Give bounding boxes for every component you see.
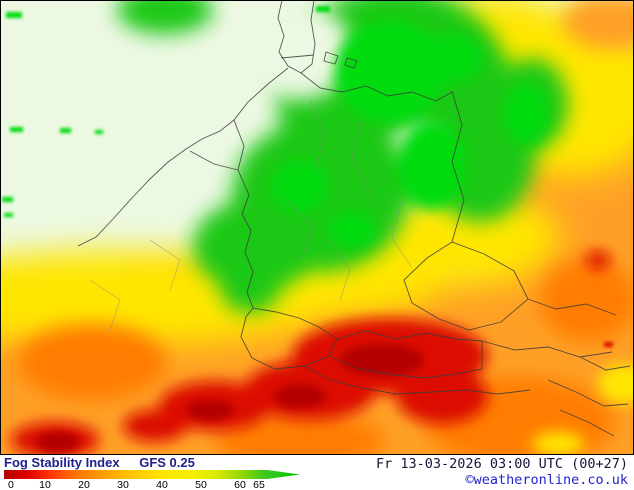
tick-label-50: 50 [195, 479, 207, 490]
legend-title-row: Fog Stability Index GFS 0.25 [4, 456, 304, 469]
legend-bar: Fog Stability Index GFS 0.25 0 10 20 30 … [0, 455, 634, 490]
legend-info-block: Fr 13-03-2026 03:00 UTC (00+27) ©weather… [376, 457, 628, 488]
copyright-text: ©weatheronline.co.uk [465, 472, 628, 488]
tick-label-60: 60 [234, 479, 246, 490]
tick-label-20: 20 [78, 479, 90, 490]
fsi-bright-green-accents [272, 20, 634, 455]
color-scale-ticks: 0 10 20 30 40 50 60 65 [4, 479, 304, 490]
regional-borders [89, 99, 413, 331]
tick-label-10: 10 [39, 479, 51, 490]
weather-map [0, 0, 634, 455]
tick-label-0: 0 [8, 479, 14, 490]
tick-label-65: 65 [253, 479, 265, 490]
map-image [0, 0, 634, 455]
legend-title: Fog Stability Index [4, 455, 120, 470]
fsi-dark-red-cores [36, 344, 424, 452]
tick-label-30: 30 [117, 479, 129, 490]
fsi-specks [2, 6, 613, 347]
forecast-datetime: Fr 13-03-2026 03:00 UTC (00+27) [376, 456, 628, 472]
tick-label-40: 40 [156, 479, 168, 490]
legend-model: GFS 0.25 [139, 455, 195, 470]
legend-scale-block: Fog Stability Index GFS 0.25 0 10 20 30 … [4, 456, 304, 490]
color-scale-bar [4, 470, 300, 479]
country-borders [77, 0, 631, 437]
